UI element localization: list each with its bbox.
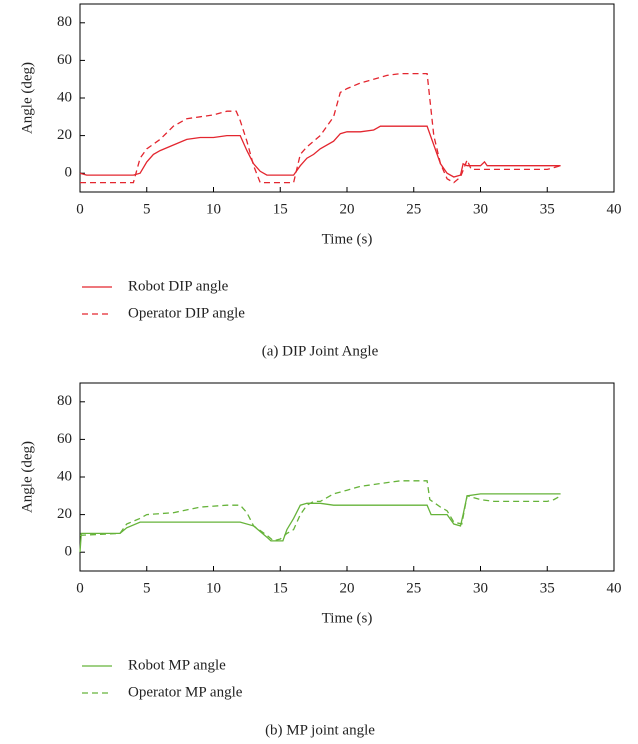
x-tick-label: 15 xyxy=(273,580,288,596)
x-tick-label: 0 xyxy=(76,580,84,596)
x-axis-label: Time (s) xyxy=(322,231,373,247)
y-tick-label: 60 xyxy=(57,431,72,447)
y-axis-label: Angle (deg) xyxy=(19,441,35,513)
plot-frame xyxy=(79,3,615,193)
y-tick-label: 60 xyxy=(57,52,72,68)
data-line xyxy=(79,125,561,178)
legend-label: Robot MP angle xyxy=(128,657,226,673)
legend-label: Operator MP angle xyxy=(128,684,243,700)
x-tick-label: 5 xyxy=(143,201,151,217)
data-line xyxy=(80,72,561,184)
y-tick-label: 80 xyxy=(57,393,72,409)
x-tick-label: 20 xyxy=(340,201,355,217)
legend-label: Operator DIP angle xyxy=(128,305,245,321)
x-tick-label: 20 xyxy=(340,580,355,596)
data-line xyxy=(79,480,561,542)
x-tick-label: 0 xyxy=(76,201,84,217)
x-tick-label: 5 xyxy=(143,580,151,596)
x-tick-label: 40 xyxy=(607,580,622,596)
x-tick-label: 10 xyxy=(206,201,221,217)
x-tick-label: 25 xyxy=(406,580,421,596)
figure-caption: (a) DIP Joint Angle xyxy=(262,343,379,359)
y-tick-label: 40 xyxy=(57,89,72,105)
x-tick-label: 30 xyxy=(473,201,488,217)
y-tick-label: 0 xyxy=(65,544,73,560)
y-tick-label: 40 xyxy=(57,468,72,484)
y-tick-label: 20 xyxy=(57,127,72,143)
x-tick-label: 35 xyxy=(540,201,555,217)
x-tick-label: 35 xyxy=(540,580,555,596)
x-tick-label: 15 xyxy=(273,201,288,217)
figure-caption: (b) MP joint angle xyxy=(265,722,375,738)
plot-frame xyxy=(79,382,615,572)
y-axis-label: Angle (deg) xyxy=(19,62,35,134)
x-tick-label: 40 xyxy=(607,201,622,217)
x-axis-label: Time (s) xyxy=(322,610,373,626)
x-tick-label: 25 xyxy=(406,201,421,217)
y-tick-label: 0 xyxy=(65,165,73,181)
legend-label: Robot DIP angle xyxy=(128,278,229,294)
data-line xyxy=(79,493,561,553)
x-tick-label: 30 xyxy=(473,580,488,596)
y-tick-label: 20 xyxy=(57,506,72,522)
y-tick-label: 80 xyxy=(57,14,72,30)
x-tick-label: 10 xyxy=(206,580,221,596)
